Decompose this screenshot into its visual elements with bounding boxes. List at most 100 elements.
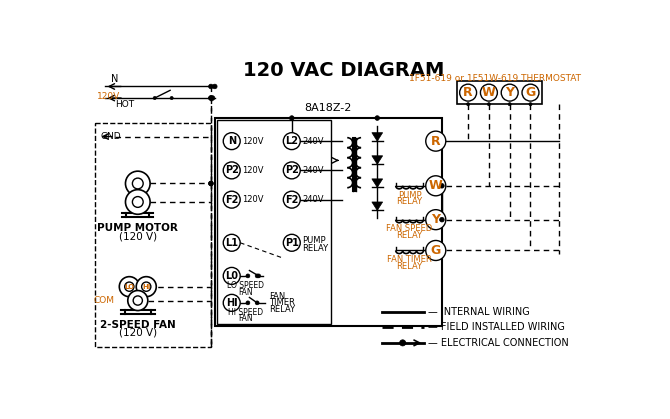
Text: Y: Y <box>505 86 514 99</box>
Bar <box>217 120 331 323</box>
Circle shape <box>141 282 151 291</box>
Circle shape <box>208 96 213 100</box>
Text: — ELECTRICAL CONNECTION: — ELECTRICAL CONNECTION <box>428 338 569 348</box>
Circle shape <box>283 191 300 208</box>
Text: F2: F2 <box>285 195 298 204</box>
Circle shape <box>153 96 156 100</box>
Text: R: R <box>431 134 441 147</box>
Circle shape <box>223 133 240 150</box>
Circle shape <box>210 96 215 100</box>
Circle shape <box>170 96 174 100</box>
Circle shape <box>425 210 446 230</box>
Circle shape <box>136 277 156 297</box>
Circle shape <box>125 282 134 291</box>
Text: FAN: FAN <box>269 292 285 301</box>
Text: — INTERNAL WIRING: — INTERNAL WIRING <box>428 307 530 317</box>
Text: TIMER: TIMER <box>269 298 295 308</box>
Circle shape <box>223 267 240 285</box>
Text: FAN SPEED: FAN SPEED <box>387 225 433 233</box>
Text: RELAY: RELAY <box>397 231 423 241</box>
Circle shape <box>425 176 446 196</box>
Text: HI: HI <box>226 298 238 308</box>
Text: P2: P2 <box>285 166 299 176</box>
Text: GND: GND <box>100 132 121 141</box>
Circle shape <box>283 234 300 251</box>
Circle shape <box>425 131 446 151</box>
Circle shape <box>223 191 240 208</box>
Text: PUMP MOTOR: PUMP MOTOR <box>97 223 178 233</box>
Text: 120V: 120V <box>243 137 264 146</box>
Circle shape <box>223 162 240 179</box>
Text: L2: L2 <box>285 136 298 146</box>
Text: PUMP: PUMP <box>303 236 326 245</box>
Circle shape <box>119 277 139 297</box>
Circle shape <box>283 133 300 150</box>
Text: 120 VAC DIAGRAM: 120 VAC DIAGRAM <box>243 61 444 80</box>
Circle shape <box>440 184 444 188</box>
Circle shape <box>257 274 261 278</box>
Circle shape <box>125 171 150 196</box>
Bar <box>95 124 211 347</box>
Text: 2-SPEED FAN: 2-SPEED FAN <box>100 320 176 330</box>
Text: HOT: HOT <box>115 101 134 109</box>
Text: N: N <box>228 136 236 146</box>
Text: RELAY: RELAY <box>303 244 329 253</box>
Circle shape <box>508 103 511 106</box>
Circle shape <box>487 103 490 106</box>
Text: 8A18Z-2: 8A18Z-2 <box>305 103 352 113</box>
Circle shape <box>246 301 250 305</box>
Circle shape <box>125 190 150 214</box>
Circle shape <box>128 290 148 310</box>
Circle shape <box>208 181 213 186</box>
Text: (120 V): (120 V) <box>119 232 157 242</box>
Circle shape <box>133 178 143 189</box>
Polygon shape <box>372 156 383 164</box>
Text: W: W <box>482 86 496 99</box>
Text: FAN TIMER: FAN TIMER <box>387 255 432 264</box>
Polygon shape <box>372 179 383 187</box>
Text: 240V: 240V <box>303 166 324 175</box>
Circle shape <box>501 84 518 101</box>
Text: PUMP: PUMP <box>398 191 421 199</box>
Text: 1F51-619 or 1F51W-619 THERMOSTAT: 1F51-619 or 1F51W-619 THERMOSTAT <box>409 73 581 83</box>
Text: RELAY: RELAY <box>269 305 295 313</box>
Text: P1: P1 <box>285 238 299 248</box>
Circle shape <box>289 116 294 120</box>
Circle shape <box>375 116 380 120</box>
Text: 240V: 240V <box>303 195 324 204</box>
Circle shape <box>208 181 213 186</box>
Circle shape <box>255 301 259 305</box>
Circle shape <box>246 274 250 278</box>
Text: LO: LO <box>124 284 135 290</box>
Circle shape <box>460 84 476 101</box>
Text: G: G <box>431 244 441 257</box>
Text: HI: HI <box>142 284 150 290</box>
Text: RELAY: RELAY <box>397 197 423 207</box>
Text: COM: COM <box>94 296 115 305</box>
Circle shape <box>133 197 143 207</box>
Circle shape <box>208 84 213 89</box>
Circle shape <box>529 103 532 106</box>
Text: P2: P2 <box>225 166 239 176</box>
Circle shape <box>255 274 259 278</box>
Text: F2: F2 <box>225 195 239 204</box>
Text: L1: L1 <box>225 238 239 248</box>
Text: 120V: 120V <box>97 92 120 101</box>
Text: G: G <box>525 86 535 99</box>
Text: R: R <box>463 86 473 99</box>
Circle shape <box>480 84 497 101</box>
Circle shape <box>425 241 446 261</box>
Circle shape <box>133 296 143 305</box>
Circle shape <box>283 162 300 179</box>
Circle shape <box>399 340 406 346</box>
Text: 120V: 120V <box>243 195 264 204</box>
Circle shape <box>440 217 444 222</box>
Text: 120V: 120V <box>243 166 264 175</box>
Text: L0: L0 <box>225 271 239 281</box>
Text: HI SPEED: HI SPEED <box>228 308 263 317</box>
Text: W: W <box>429 179 443 192</box>
Text: FAN: FAN <box>239 314 253 323</box>
Text: FAN: FAN <box>239 287 253 297</box>
Text: 240V: 240V <box>303 137 324 146</box>
Bar <box>456 81 542 104</box>
